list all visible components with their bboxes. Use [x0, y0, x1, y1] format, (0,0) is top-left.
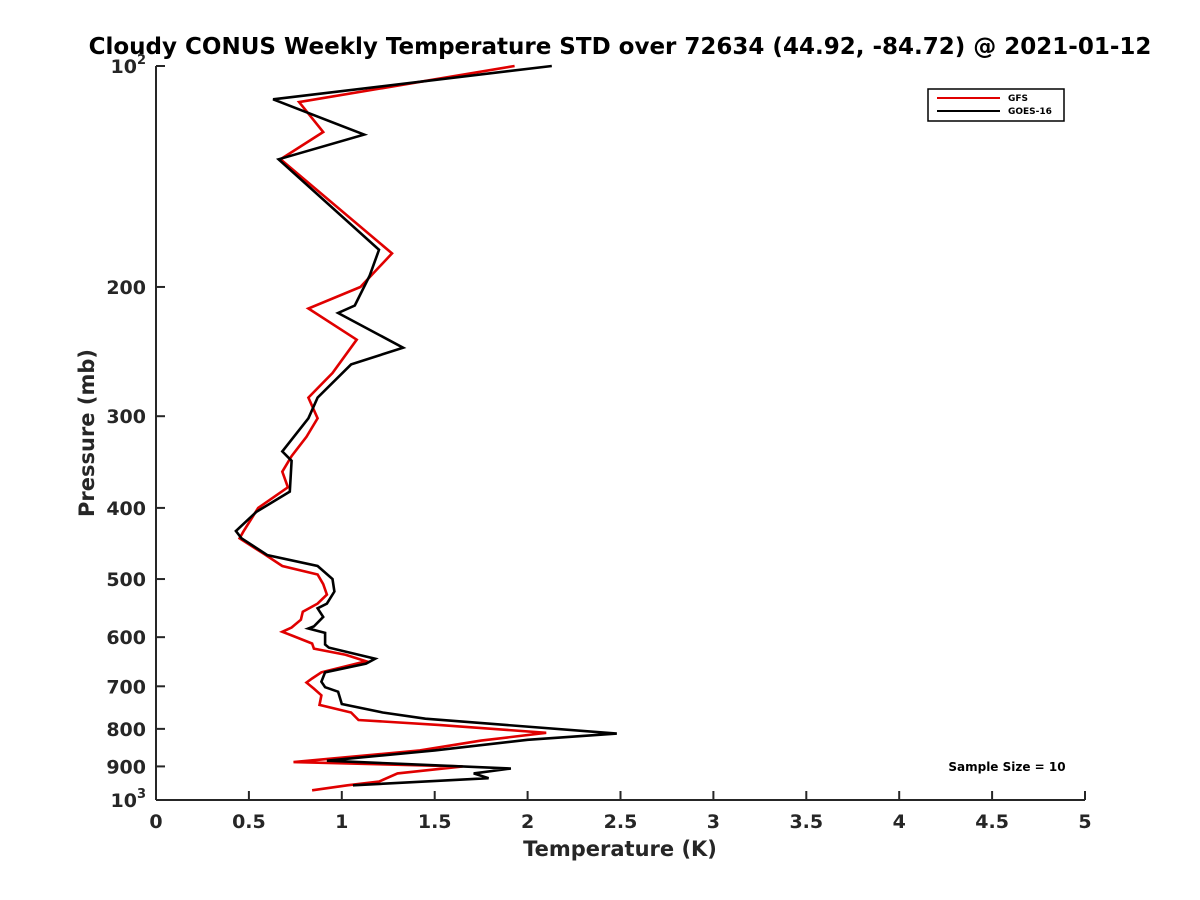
- y-ticks: 102 200 300 400 500 600 700 800 900 103: [106, 53, 165, 812]
- x-tick-label: 4: [893, 811, 906, 833]
- x-tick-label: 0: [149, 811, 162, 833]
- x-ticks: 0 0.5 1 1.5 2 2.5 3 3.5 4 4.5 5: [149, 791, 1092, 833]
- y-tick-label: 600: [106, 627, 146, 649]
- y-tick-label: 800: [106, 719, 146, 741]
- legend-box: [927, 88, 1065, 122]
- x-axis-label: Temperature (K): [523, 837, 717, 861]
- sample-size-annotation: Sample Size = 10: [948, 760, 1065, 774]
- series-line-goes16: [234, 64, 617, 787]
- x-tick-label: 1.5: [418, 811, 452, 833]
- x-tick-label: 1: [335, 811, 348, 833]
- x-tick-label: 3.5: [789, 811, 823, 833]
- y-tick-label: 900: [106, 756, 146, 778]
- chart-title: Cloudy CONUS Weekly Temperature STD over…: [89, 34, 1152, 60]
- y-tick-label: 200: [106, 277, 146, 299]
- series-layer: [234, 64, 617, 792]
- y-tick-label: 400: [106, 498, 146, 520]
- x-tick-label: 2.5: [604, 811, 638, 833]
- legend: GFS GOES-16: [927, 88, 1065, 122]
- y-tick-label: 700: [106, 676, 146, 698]
- x-tick-label: 3: [707, 811, 720, 833]
- x-tick-label: 5: [1078, 811, 1091, 833]
- x-tick-label: 2: [521, 811, 534, 833]
- y-tick-label: 300: [106, 406, 146, 428]
- y-tick-label: 103: [111, 787, 147, 812]
- y-tick-label: 102: [111, 53, 147, 78]
- legend-label-goes16: GOES-16: [1008, 107, 1052, 117]
- y-axis-label: Pressure (mb): [75, 349, 99, 517]
- legend-label-gfs: GFS: [1008, 94, 1028, 104]
- y-tick-label: 500: [106, 569, 146, 591]
- series-line-gfs: [237, 64, 547, 792]
- x-tick-label: 0.5: [232, 811, 266, 833]
- x-tick-label: 4.5: [975, 811, 1009, 833]
